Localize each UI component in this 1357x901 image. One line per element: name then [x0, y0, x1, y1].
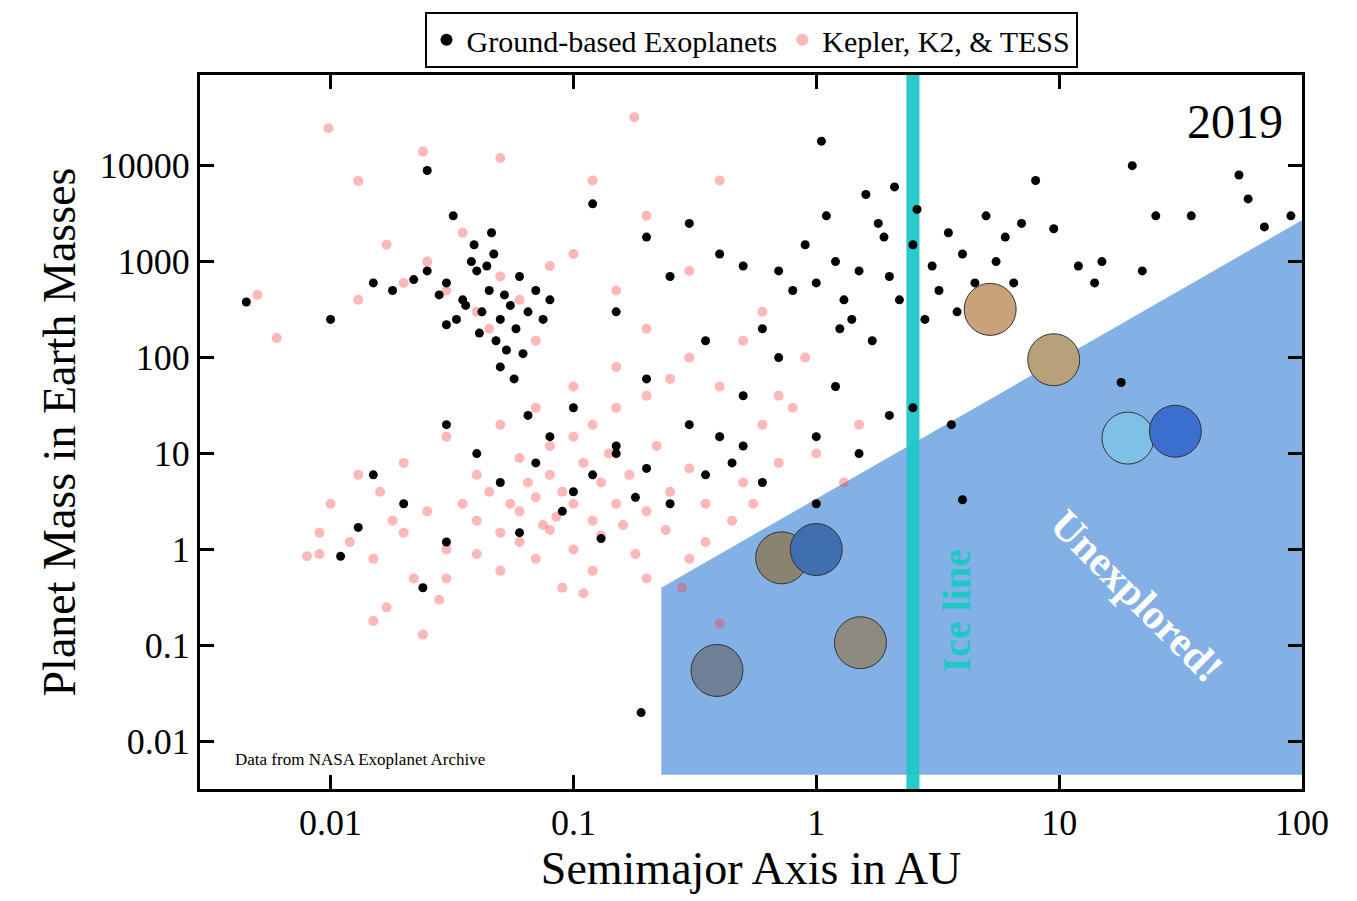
svg-text:0.1: 0.1 — [145, 626, 190, 666]
svg-text:10: 10 — [1041, 803, 1077, 843]
svg-text:1000: 1000 — [118, 242, 190, 282]
svg-text:1: 1 — [172, 530, 190, 570]
svg-text:1: 1 — [807, 803, 825, 843]
svg-text:Ground-based Exoplanets: Ground-based Exoplanets — [467, 25, 778, 58]
svg-text:100: 100 — [1275, 803, 1329, 843]
svg-text:100: 100 — [136, 338, 190, 378]
svg-text:Unexplored!: Unexplored! — [1042, 501, 1232, 691]
svg-text:Ice line: Ice line — [934, 549, 979, 672]
svg-text:Kepler, K2, & TESS: Kepler, K2, & TESS — [822, 25, 1069, 58]
svg-text:2019: 2019 — [1187, 95, 1283, 148]
svg-text:Data from NASA Exoplanet Archi: Data from NASA Exoplanet Archive — [235, 750, 485, 769]
svg-text:0.01: 0.01 — [299, 803, 362, 843]
svg-text:10: 10 — [154, 434, 190, 474]
svg-text:0.01: 0.01 — [127, 722, 190, 762]
svg-text:10000: 10000 — [100, 146, 190, 186]
svg-text:0.1: 0.1 — [551, 803, 596, 843]
svg-text:Semimajor Axis in AU: Semimajor Axis in AU — [541, 843, 961, 894]
svg-text:Planet Mass in Earth Masses: Planet Mass in Earth Masses — [34, 168, 85, 697]
